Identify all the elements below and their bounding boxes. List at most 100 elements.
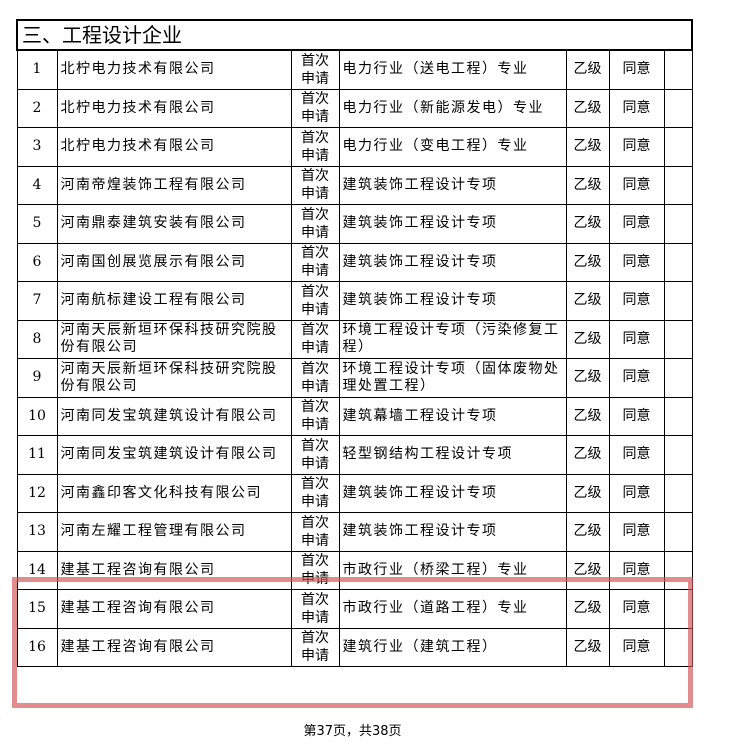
remark bbox=[663, 396, 693, 436]
table-row: 12 河南鑫印客文化科技有限公司 首次 申请 建筑装饰工程设计专项 乙级 同意 bbox=[16, 473, 693, 513]
review-result: 同意 bbox=[608, 550, 665, 590]
qualification: 建筑装饰工程设计专项 bbox=[338, 165, 567, 205]
remark bbox=[663, 165, 693, 205]
qualification-level: 乙级 bbox=[565, 281, 610, 321]
review-result: 同意 bbox=[608, 473, 665, 513]
application-type: 首次 申请 bbox=[290, 473, 340, 513]
review-result: 同意 bbox=[608, 49, 665, 90]
qualification-level: 乙级 bbox=[565, 589, 610, 629]
table-row: 13 河南左耀工程管理有限公司 首次 申请 建筑装饰工程设计专项 乙级 同意 bbox=[16, 512, 693, 552]
qualification: 环境工程设计专项（固体废物处理处置工程） bbox=[338, 358, 567, 398]
qualification: 建筑装饰工程设计专项 bbox=[338, 204, 567, 244]
qualification: 建筑幕墙工程设计专项 bbox=[338, 396, 567, 436]
review-result: 同意 bbox=[608, 242, 665, 282]
review-result: 同意 bbox=[608, 319, 665, 359]
qualification-level: 乙级 bbox=[565, 88, 610, 128]
row-number: 5 bbox=[16, 204, 58, 244]
review-result: 同意 bbox=[608, 88, 665, 128]
application-type: 首次 申请 bbox=[290, 88, 340, 128]
row-number: 9 bbox=[16, 358, 58, 398]
review-result: 同意 bbox=[608, 281, 665, 321]
application-type: 首次 申请 bbox=[290, 589, 340, 629]
qualification-level: 乙级 bbox=[565, 358, 610, 398]
application-type: 首次 申请 bbox=[290, 550, 340, 590]
qualification: 电力行业（变电工程）专业 bbox=[338, 127, 567, 167]
company-name: 河南航标建设工程有限公司 bbox=[56, 281, 292, 321]
company-name: 河南鼎泰建筑安装有限公司 bbox=[56, 204, 292, 244]
table-row: 11 河南同发宝筑建筑设计有限公司 首次 申请 轻型钢结构工程设计专项 乙级 同意 bbox=[16, 435, 693, 475]
qualification: 环境工程设计专项（污染修复工程） bbox=[338, 319, 567, 359]
remark bbox=[663, 88, 693, 128]
table-row: 9 河南天辰新垣环保科技研究院股份有限公司 首次 申请 环境工程设计专项（固体废物处理处… bbox=[16, 358, 693, 398]
table-row: 6 河南国创展览展示有限公司 首次 申请 建筑装饰工程设计专项 乙级 同意 bbox=[16, 242, 693, 282]
remark bbox=[663, 242, 693, 282]
row-number: 12 bbox=[16, 473, 58, 513]
remark bbox=[663, 204, 693, 244]
review-result: 同意 bbox=[608, 358, 665, 398]
remark bbox=[663, 435, 693, 475]
page-footer: 第37页，共38页 bbox=[303, 724, 402, 739]
qualification: 建筑装饰工程设计专项 bbox=[338, 473, 567, 513]
company-name: 河南同发宝筑建筑设计有限公司 bbox=[56, 396, 292, 436]
row-number: 16 bbox=[16, 627, 58, 667]
company-name: 建基工程咨询有限公司 bbox=[56, 550, 292, 590]
review-result: 同意 bbox=[608, 512, 665, 552]
company-name: 北柠电力技术有限公司 bbox=[56, 49, 292, 90]
qualification: 建筑行业（建筑工程） bbox=[338, 627, 567, 667]
application-type: 首次 申请 bbox=[290, 358, 340, 398]
review-result: 同意 bbox=[608, 435, 665, 475]
company-name: 河南帝煌装饰工程有限公司 bbox=[56, 165, 292, 205]
table-row: 7 河南航标建设工程有限公司 首次 申请 建筑装饰工程设计专项 乙级 同意 bbox=[16, 281, 693, 321]
table-row: 1 北柠电力技术有限公司 首次 申请 电力行业（送电工程）专业 乙级 同意 bbox=[16, 49, 693, 90]
remark bbox=[663, 512, 693, 552]
review-result: 同意 bbox=[608, 627, 665, 667]
table-row: 5 河南鼎泰建筑安装有限公司 首次 申请 建筑装饰工程设计专项 乙级 同意 bbox=[16, 204, 693, 244]
company-name: 建基工程咨询有限公司 bbox=[56, 627, 292, 667]
application-type: 首次 申请 bbox=[290, 627, 340, 667]
table-row: 15 建基工程咨询有限公司 首次 申请 市政行业（道路工程）专业 乙级 同意 bbox=[16, 589, 693, 629]
company-name: 北柠电力技术有限公司 bbox=[56, 88, 292, 128]
remark bbox=[663, 49, 693, 90]
section-title: 三、工程设计企业 bbox=[15, 19, 694, 51]
remark bbox=[663, 358, 693, 398]
table-row: 2 北柠电力技术有限公司 首次 申请 电力行业（新能源发电）专业 乙级 同意 bbox=[16, 88, 693, 128]
remark bbox=[663, 473, 693, 513]
qualification: 电力行业（新能源发电）专业 bbox=[338, 88, 567, 128]
company-name: 河南国创展览展示有限公司 bbox=[56, 242, 292, 282]
qualification: 建筑装饰工程设计专项 bbox=[338, 242, 567, 282]
company-name: 河南天辰新垣环保科技研究院股份有限公司 bbox=[56, 319, 292, 359]
qualification-level: 乙级 bbox=[565, 627, 610, 667]
row-number: 11 bbox=[16, 435, 58, 475]
qualification-level: 乙级 bbox=[565, 165, 610, 205]
qualification-level: 乙级 bbox=[565, 127, 610, 167]
company-name: 建基工程咨询有限公司 bbox=[56, 589, 292, 629]
remark bbox=[663, 627, 693, 667]
application-type: 首次 申请 bbox=[290, 396, 340, 436]
row-number: 10 bbox=[16, 396, 58, 436]
qualification-level: 乙级 bbox=[565, 49, 610, 90]
table-row: 4 河南帝煌装饰工程有限公司 首次 申请 建筑装饰工程设计专项 乙级 同意 bbox=[16, 165, 693, 205]
table-row: 16 建基工程咨询有限公司 首次 申请 建筑行业（建筑工程） 乙级 同意 bbox=[16, 627, 693, 667]
remark bbox=[663, 319, 693, 359]
qualification: 建筑装饰工程设计专项 bbox=[338, 512, 567, 552]
row-number: 2 bbox=[16, 88, 58, 128]
review-result: 同意 bbox=[608, 396, 665, 436]
table-row: 14 建基工程咨询有限公司 首次 申请 市政行业（桥梁工程）专业 乙级 同意 bbox=[16, 550, 693, 590]
company-name: 河南同发宝筑建筑设计有限公司 bbox=[56, 435, 292, 475]
qualification: 轻型钢结构工程设计专项 bbox=[338, 435, 567, 475]
row-number: 14 bbox=[16, 550, 58, 590]
application-type: 首次 申请 bbox=[290, 319, 340, 359]
qualification: 市政行业（道路工程）专业 bbox=[338, 589, 567, 629]
company-name: 河南天辰新垣环保科技研究院股份有限公司 bbox=[56, 358, 292, 398]
application-type: 首次 申请 bbox=[290, 281, 340, 321]
row-number: 13 bbox=[16, 512, 58, 552]
review-result: 同意 bbox=[608, 165, 665, 205]
review-result: 同意 bbox=[608, 127, 665, 167]
row-number: 3 bbox=[16, 127, 58, 167]
row-number: 4 bbox=[16, 165, 58, 205]
table-row: 3 北柠电力技术有限公司 首次 申请 电力行业（变电工程）专业 乙级 同意 bbox=[16, 127, 693, 167]
review-result: 同意 bbox=[608, 589, 665, 629]
company-name: 河南鑫印客文化科技有限公司 bbox=[56, 473, 292, 513]
remark bbox=[663, 589, 693, 629]
qualification-level: 乙级 bbox=[565, 396, 610, 436]
